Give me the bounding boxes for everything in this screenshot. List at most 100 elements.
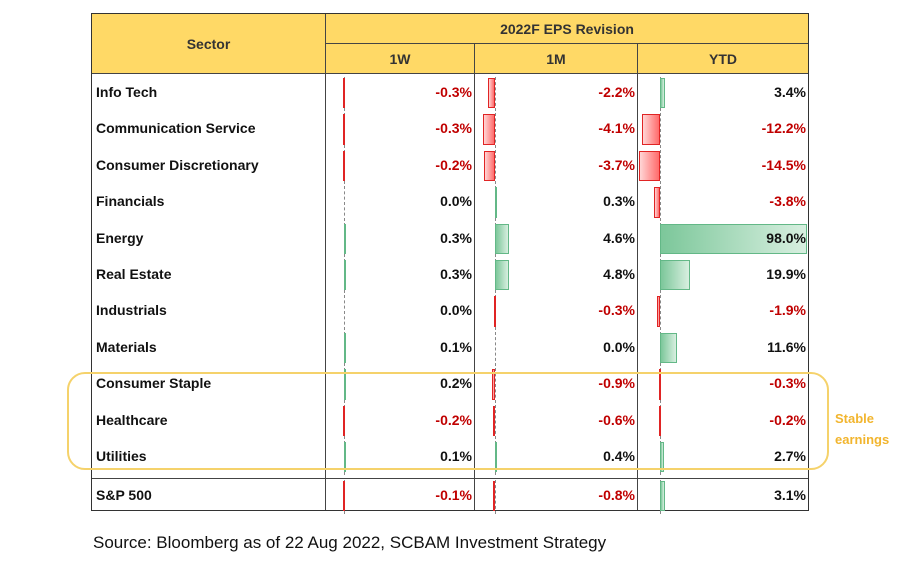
data-bar xyxy=(660,481,665,512)
stable-earnings-note: Stable earnings xyxy=(835,408,889,450)
bar-axis xyxy=(660,113,661,148)
value-label: -4.1% xyxy=(598,120,635,137)
data-bar xyxy=(495,442,497,473)
data-bar xyxy=(493,405,496,436)
sector-label: Consumer Discretionary xyxy=(96,156,259,173)
value-label: 0.2% xyxy=(440,375,472,392)
sector-label: Consumer Staple xyxy=(96,375,212,392)
header-bottom-line xyxy=(92,73,808,74)
value-label: -0.1% xyxy=(435,487,472,503)
value-label: 2.7% xyxy=(774,448,806,464)
value-label: 0.0% xyxy=(440,193,472,210)
bar-axis xyxy=(495,331,496,367)
bar-axis xyxy=(344,480,345,515)
bar-axis xyxy=(660,149,661,185)
data-bar xyxy=(483,150,495,182)
value-label: 0.0% xyxy=(440,302,472,319)
value-label: 0.0% xyxy=(603,338,635,355)
data-bar xyxy=(492,481,495,512)
bar-axis xyxy=(660,404,661,439)
value-label: -3.7% xyxy=(598,156,635,173)
value-label: 0.1% xyxy=(440,448,472,464)
bar-axis xyxy=(495,480,496,515)
data-bar xyxy=(660,223,807,254)
value-label: -12.2% xyxy=(761,120,806,137)
data-bar xyxy=(344,332,346,364)
bar-axis xyxy=(660,368,661,403)
stable-earnings-highlight xyxy=(67,372,829,470)
col-header-1w: 1W xyxy=(326,44,474,73)
value-label: -0.3% xyxy=(435,120,472,137)
value-label: -3.8% xyxy=(769,193,806,210)
data-bar xyxy=(342,78,345,109)
bar-axis xyxy=(495,77,496,112)
data-bar xyxy=(342,114,345,145)
sector-label: Healthcare xyxy=(96,411,168,428)
data-bar xyxy=(482,114,495,145)
bar-axis xyxy=(495,149,496,185)
value-label: -0.2% xyxy=(769,411,806,428)
sector-label: S&P 500 xyxy=(96,487,152,503)
sector-header: Sector xyxy=(92,14,325,73)
col-divider xyxy=(637,44,638,510)
sector-label: Info Tech xyxy=(96,84,158,100)
value-label: -0.6% xyxy=(598,411,635,428)
header-divider xyxy=(326,43,808,44)
bar-axis xyxy=(495,295,496,330)
data-bar xyxy=(344,369,346,400)
bar-axis xyxy=(660,295,661,330)
bar-axis xyxy=(495,113,496,148)
source-note: Source: Bloomberg as of 22 Aug 2022, SCB… xyxy=(93,533,607,552)
group-header: 2022F EPS Revision xyxy=(326,14,808,43)
data-bar xyxy=(495,187,497,218)
value-label: -0.2% xyxy=(435,156,472,173)
data-bar xyxy=(344,442,346,473)
data-bar xyxy=(342,405,345,436)
value-label: 0.3% xyxy=(440,266,472,282)
value-label: -0.2% xyxy=(435,411,472,428)
data-bar xyxy=(660,332,678,364)
data-bar xyxy=(495,223,509,254)
bar-axis xyxy=(344,186,345,221)
value-label: 3.1% xyxy=(774,487,806,503)
data-bar xyxy=(639,150,660,182)
value-label: 0.3% xyxy=(603,193,635,210)
note-line: Stable xyxy=(835,411,875,426)
data-bar xyxy=(660,78,666,109)
value-label: 0.1% xyxy=(440,338,472,355)
data-bar xyxy=(342,150,345,182)
bar-axis xyxy=(344,295,345,330)
value-label: 11.6% xyxy=(767,338,806,355)
eps-revision-table xyxy=(91,13,809,511)
data-bar xyxy=(660,260,690,291)
value-label: -0.3% xyxy=(769,375,806,392)
bar-axis xyxy=(344,77,345,112)
value-label: -0.8% xyxy=(598,487,635,503)
sector-label: Real Estate xyxy=(96,266,172,282)
data-bar xyxy=(654,187,660,218)
col-header-ytd: YTD xyxy=(638,44,808,73)
bar-axis xyxy=(344,149,345,185)
data-bar xyxy=(493,296,496,327)
total-divider xyxy=(92,478,808,479)
value-label: 4.8% xyxy=(603,266,635,282)
data-bar xyxy=(492,369,495,400)
value-label: 0.3% xyxy=(440,229,472,246)
bar-axis xyxy=(344,404,345,439)
col-divider xyxy=(474,44,475,510)
bar-axis xyxy=(495,404,496,439)
sector-label: Energy xyxy=(96,229,144,246)
value-label: 3.4% xyxy=(774,84,806,100)
data-bar xyxy=(658,405,661,436)
col-divider xyxy=(325,14,326,510)
data-bar xyxy=(488,78,495,109)
bar-axis xyxy=(344,113,345,148)
data-bar xyxy=(658,369,661,400)
bar-axis xyxy=(495,368,496,403)
value-label: 19.9% xyxy=(766,266,806,282)
data-bar xyxy=(344,260,346,291)
data-bar xyxy=(495,260,510,291)
value-label: -0.9% xyxy=(598,375,635,392)
value-label: -2.2% xyxy=(598,84,635,100)
data-bar xyxy=(657,296,660,327)
